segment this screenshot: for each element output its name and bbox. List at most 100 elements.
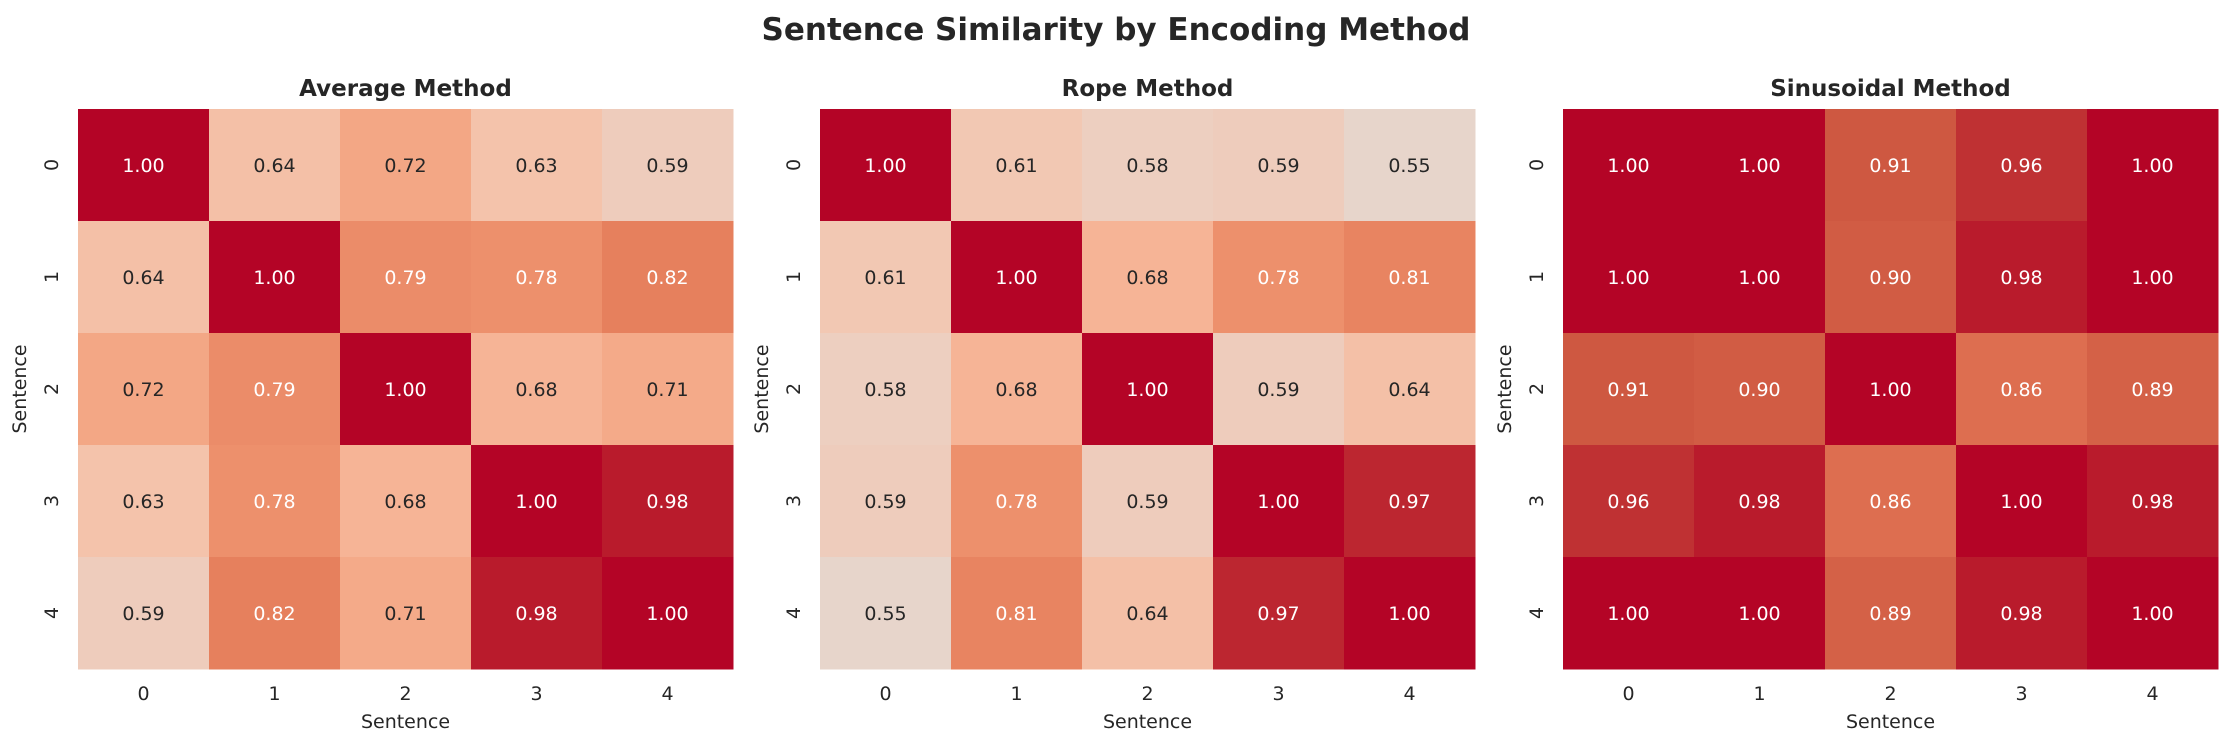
cell-label: 0.55 xyxy=(1388,155,1430,177)
cell-label: 1.00 xyxy=(1869,379,1911,401)
heatmap-cell xyxy=(1563,557,1695,670)
panel-title: Sinusoidal Method xyxy=(1770,76,2011,102)
cell-label: 0.55 xyxy=(864,603,906,625)
heatmap-cell xyxy=(951,557,1083,670)
cell-label: 0.68 xyxy=(384,491,426,513)
heatmap-panel-2: Sinusoidal Method 1.00 1.00 0.91 0.96 1.00 1.0… xyxy=(1494,76,2219,733)
x-tick-label: 0 xyxy=(137,683,149,705)
heatmap-cell xyxy=(1825,221,1957,334)
heatmap-cell xyxy=(2087,109,2219,222)
heatmap-cell xyxy=(2087,557,2219,670)
heatmap-cell xyxy=(340,557,472,670)
heatmap-cell xyxy=(1563,221,1695,334)
heatmap-cell xyxy=(1082,109,1214,222)
cell-label: 0.71 xyxy=(384,603,426,625)
cell-label: 1.00 xyxy=(1738,603,1780,625)
cell-label: 1.00 xyxy=(1607,155,1649,177)
heatmap-cell xyxy=(78,221,210,334)
cell-label: 0.89 xyxy=(1869,603,1911,625)
cell-label: 0.58 xyxy=(1126,155,1168,177)
x-tick-label: 0 xyxy=(879,683,891,705)
cell-label: 0.78 xyxy=(253,491,295,513)
cell-label: 0.82 xyxy=(253,603,295,625)
heatmap-cell xyxy=(1344,109,1476,222)
heatmap-cell xyxy=(602,333,734,446)
y-axis-label: Sentence xyxy=(1494,344,1516,433)
cell-label: 0.81 xyxy=(1388,267,1430,289)
y-tick-label: 4 xyxy=(1526,607,1548,619)
cell-label: 0.86 xyxy=(2000,379,2042,401)
cell-label: 1.00 xyxy=(253,267,295,289)
heatmap-cell xyxy=(340,109,472,222)
heatmap-cell xyxy=(2087,445,2219,558)
cell-label: 0.97 xyxy=(1388,491,1430,513)
heatmap-cell xyxy=(78,109,210,222)
heatmap-cell xyxy=(340,333,472,446)
heatmap-cell xyxy=(602,109,734,222)
heatmap-cell xyxy=(340,445,472,558)
heatmap-cell xyxy=(1082,221,1214,334)
heatmap-cell xyxy=(1213,109,1345,222)
y-tick-label: 2 xyxy=(1526,383,1548,395)
x-tick-label: 1 xyxy=(268,683,280,705)
heatmap-cell xyxy=(1213,557,1345,670)
cell-label: 0.91 xyxy=(1869,155,1911,177)
heatmap-cell xyxy=(1825,333,1957,446)
y-tick-label: 1 xyxy=(783,271,805,283)
x-tick-label: 3 xyxy=(1272,683,1284,705)
heatmap-cell xyxy=(78,333,210,446)
heatmap-cell xyxy=(951,333,1083,446)
cell-label: 1.00 xyxy=(384,379,426,401)
cell-label: 0.78 xyxy=(995,491,1037,513)
heatmap-cell xyxy=(1694,445,1826,558)
heatmap-cell xyxy=(471,557,603,670)
cell-label: 0.96 xyxy=(2000,155,2042,177)
x-axis-label: Sentence xyxy=(361,711,450,733)
cell-label: 0.64 xyxy=(253,155,295,177)
x-tick-label: 3 xyxy=(2015,683,2027,705)
cell-label: 1.00 xyxy=(995,267,1037,289)
x-tick-label: 2 xyxy=(1884,683,1896,705)
y-tick-label: 3 xyxy=(1526,495,1548,507)
cell-label: 0.91 xyxy=(1607,379,1649,401)
y-axis-label: Sentence xyxy=(9,344,31,433)
y-tick-label: 2 xyxy=(783,383,805,395)
y-tick-label: 2 xyxy=(41,383,63,395)
cell-label: 0.59 xyxy=(1257,155,1299,177)
cell-label: 0.58 xyxy=(864,379,906,401)
cell-label: 1.00 xyxy=(646,603,688,625)
cell-label: 0.98 xyxy=(2131,491,2173,513)
cell-label: 0.78 xyxy=(1257,267,1299,289)
heatmap-cell xyxy=(209,109,341,222)
heatmap-cell xyxy=(1563,445,1695,558)
heatmap-cell xyxy=(209,333,341,446)
y-tick-label: 0 xyxy=(41,159,63,171)
cell-label: 0.61 xyxy=(864,267,906,289)
cell-label: 0.98 xyxy=(515,603,557,625)
cell-label: 0.97 xyxy=(1257,603,1299,625)
heatmap-cell xyxy=(1213,333,1345,446)
cell-label: 1.00 xyxy=(515,491,557,513)
heatmap-cell xyxy=(471,445,603,558)
cell-label: 0.59 xyxy=(1126,491,1168,513)
heatmap-cell xyxy=(820,557,952,670)
cell-label: 0.59 xyxy=(122,603,164,625)
cell-label: 1.00 xyxy=(1738,155,1780,177)
cell-label: 0.90 xyxy=(1738,379,1780,401)
cell-label: 0.72 xyxy=(384,155,426,177)
heatmap-cell xyxy=(1213,221,1345,334)
heatmap-cell xyxy=(1694,221,1826,334)
cell-label: 1.00 xyxy=(1738,267,1780,289)
cell-label: 0.64 xyxy=(1388,379,1430,401)
heatmap-panel-0: Average Method 1.00 0.64 0.72 0.63 0.59 0.64 1.… xyxy=(9,76,734,733)
cell-label: 0.79 xyxy=(384,267,426,289)
y-tick-label: 1 xyxy=(1526,271,1548,283)
y-tick-label: 4 xyxy=(41,607,63,619)
cell-label: 1.00 xyxy=(1126,379,1168,401)
heatmap-cell xyxy=(471,333,603,446)
cell-label: 0.89 xyxy=(2131,379,2173,401)
y-axis-label: Sentence xyxy=(751,344,773,433)
panel-title: Average Method xyxy=(299,76,512,102)
heatmap-cell xyxy=(820,333,952,446)
